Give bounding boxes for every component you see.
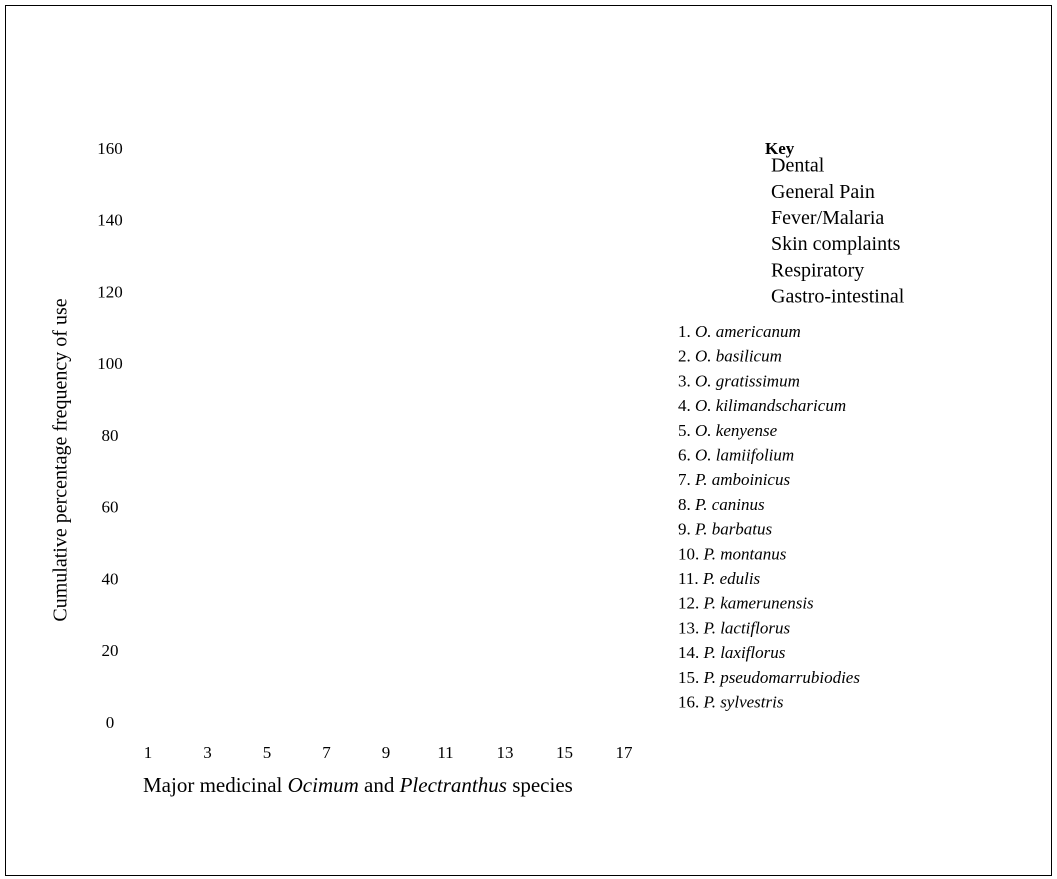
y-tick-label: 0	[106, 713, 115, 732]
species-name: P. lactiflorus	[703, 618, 791, 637]
x-axis-label-part: Major medicinal	[143, 773, 288, 797]
species-name: P. kamerunensis	[703, 594, 815, 613]
y-axis-label: Cumulative percentage frequency of use	[50, 298, 72, 621]
species-name: O. kenyense	[695, 421, 778, 440]
species-item: 1. O. americanum	[678, 322, 801, 341]
x-tick-label: 15	[556, 743, 573, 762]
x-tick-label: 11	[437, 743, 453, 762]
x-axis-label-part: Plectranthus	[399, 773, 507, 797]
y-tick-label: 20	[102, 641, 119, 660]
species-number: 16.	[678, 692, 699, 711]
x-tick-label: 13	[497, 743, 514, 762]
x-tick-label: 3	[203, 743, 212, 762]
y-tick-label: 40	[102, 569, 119, 588]
species-item: 8. P. caninus	[678, 495, 765, 514]
species-name: O. basilicum	[695, 347, 782, 366]
species-item: 14. P. laxiflorus	[678, 643, 786, 662]
species-name: P. sylvestris	[703, 692, 784, 711]
species-item: 13. P. lactiflorus	[678, 618, 790, 637]
species-name: P. edulis	[702, 569, 761, 588]
species-item: 4. O. kilimandscharicum	[678, 396, 846, 415]
x-tick-label: 7	[322, 743, 331, 762]
species-item: 5. O. kenyense	[678, 421, 778, 440]
species-item: 16. P. sylvestris	[678, 692, 784, 711]
species-number: 14.	[678, 643, 699, 662]
legend-title: Key	[765, 139, 795, 158]
y-tick-label: 60	[102, 498, 119, 517]
species-name: P. amboinicus	[694, 470, 790, 489]
species-number: 1.	[678, 322, 691, 341]
species-number: 5.	[678, 421, 691, 440]
legend-entry: Gastro-intestinal	[771, 286, 905, 308]
legend-entry: Dental	[771, 155, 825, 177]
species-name: O. kilimandscharicum	[695, 396, 846, 415]
species-item: 11. P. edulis	[678, 569, 761, 588]
species-item: 15. P. pseudomarrubiodies	[678, 668, 860, 687]
x-axis-label-part: Ocimum	[288, 773, 359, 797]
species-number: 15.	[678, 668, 699, 687]
species-number: 8.	[678, 495, 691, 514]
frame	[5, 5, 1052, 876]
legend-entry: Skin complaints	[771, 233, 901, 255]
species-number: 2.	[678, 347, 691, 366]
species-name: P. barbatus	[694, 520, 773, 539]
species-number: 4.	[678, 396, 691, 415]
species-name: P. montanus	[703, 544, 787, 563]
species-number: 10.	[678, 544, 699, 563]
species-item: 12. P. kamerunensis	[678, 594, 814, 613]
species-name: O. lamiifolium	[695, 445, 794, 464]
species-name: O. americanum	[695, 322, 801, 341]
species-name: P. caninus	[694, 495, 765, 514]
x-tick-label: 5	[263, 743, 272, 762]
legend-entry: General Pain	[771, 181, 875, 203]
y-tick-label: 160	[97, 139, 123, 158]
species-number: 13.	[678, 618, 699, 637]
legend-entry: Fever/Malaria	[771, 207, 884, 229]
species-number: 11.	[678, 569, 699, 588]
species-number: 3.	[678, 371, 691, 390]
x-axis-label: Major medicinal Ocimum and Plectranthus …	[143, 773, 573, 797]
legend-entry: Respiratory	[771, 259, 864, 281]
species-item: 9. P. barbatus	[678, 520, 773, 539]
species-name: P. laxiflorus	[703, 643, 786, 662]
species-number: 6.	[678, 445, 691, 464]
x-axis-label-part: species	[507, 773, 573, 797]
x-axis-label-part: and	[359, 773, 400, 797]
species-item: 3. O. gratissimum	[678, 371, 800, 390]
y-tick-label: 120	[97, 282, 123, 301]
species-name: O. gratissimum	[695, 371, 800, 390]
species-name: P. pseudomarrubiodies	[703, 668, 861, 687]
species-item: 6. O. lamiifolium	[678, 445, 794, 464]
x-tick-label: 17	[616, 743, 634, 762]
y-tick-label: 80	[102, 426, 119, 445]
y-tick-label: 100	[97, 354, 123, 373]
x-tick-label: 9	[382, 743, 391, 762]
species-item: 10. P. montanus	[678, 544, 787, 563]
species-item: 7. P. amboinicus	[678, 470, 790, 489]
species-number: 12.	[678, 594, 699, 613]
species-number: 9.	[678, 520, 691, 539]
species-number: 7.	[678, 470, 691, 489]
species-item: 2. O. basilicum	[678, 347, 782, 366]
y-tick-label: 140	[97, 211, 123, 230]
x-tick-label: 1	[144, 743, 153, 762]
